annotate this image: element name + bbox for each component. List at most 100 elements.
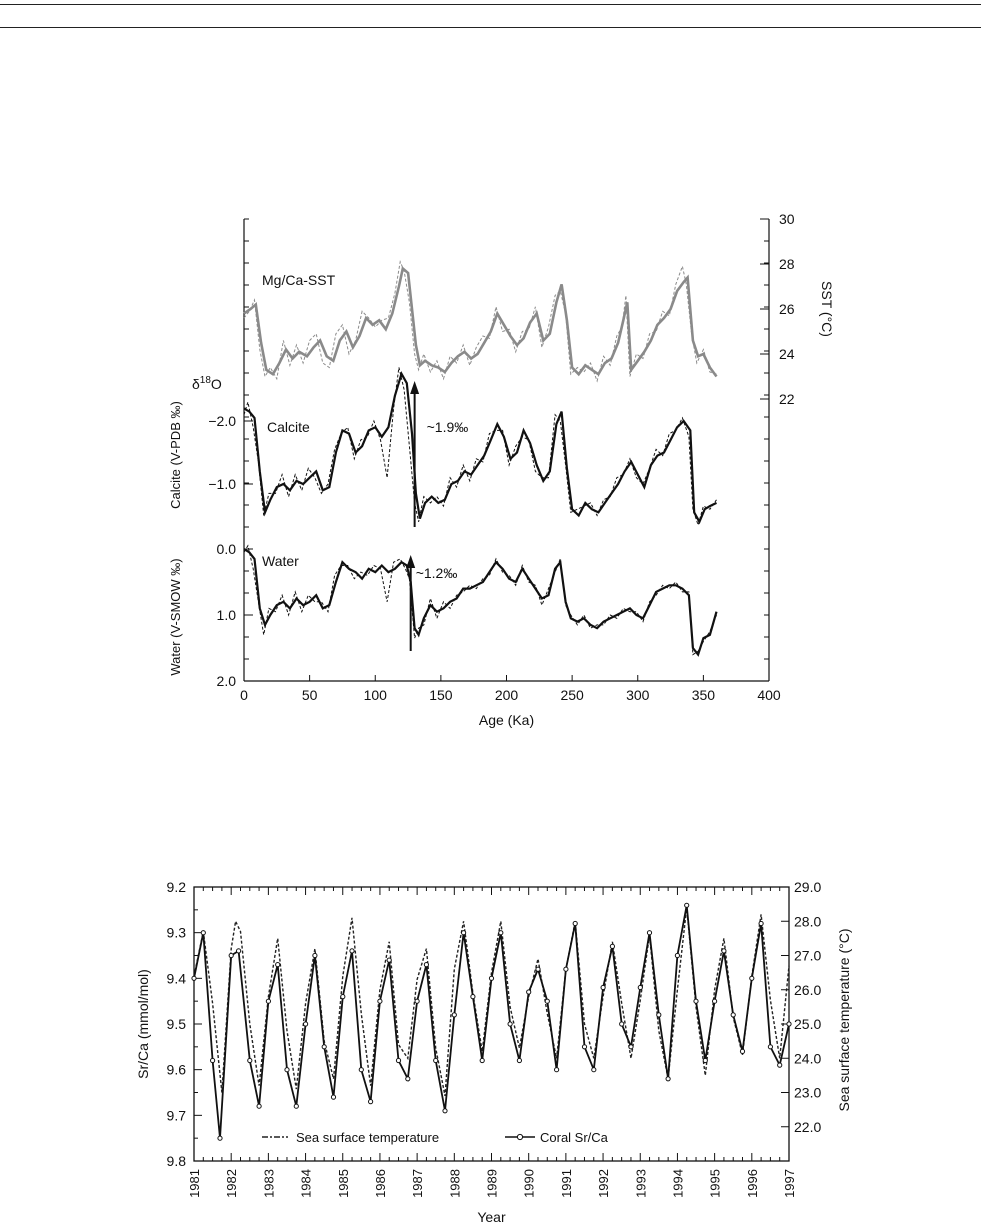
water-tick-label: 2.0 (217, 673, 237, 689)
coral-srca-point (265, 998, 271, 1004)
coral-srca-point (656, 1012, 662, 1018)
coral-srca-point (395, 1057, 402, 1064)
coral-srca-point (609, 943, 616, 950)
coral-srca-point (321, 1044, 327, 1050)
sst-tick-label: 26 (779, 301, 795, 317)
y-tick-label-right: 28.0 (794, 913, 821, 929)
x-tick-label: 300 (626, 687, 650, 703)
coral-srca-point (749, 975, 755, 981)
coral-srca-point (777, 1062, 783, 1068)
coral-srca-point (684, 902, 690, 908)
water-axis-label: Water (V-SMOW ‰) (168, 558, 183, 675)
coral-srca-point (591, 1067, 597, 1073)
coral-srca-point (312, 952, 318, 959)
y-axis-label-right: Sea surface temperature (°C) (836, 928, 852, 1111)
coral-srca-point (674, 952, 681, 959)
x-tick-label: 1994 (670, 1169, 685, 1198)
x-tick-label: 1987 (410, 1169, 425, 1198)
coral-srca-point (572, 920, 578, 927)
coral-srca-point (228, 952, 234, 959)
coral-srca-point (236, 948, 242, 954)
coral-srca-point (758, 920, 764, 927)
coral-srca-point (293, 1103, 299, 1109)
coral-srca-point (284, 1067, 290, 1073)
coral-srca-point (600, 984, 606, 991)
water-annotation: ~1.2‰ (416, 565, 458, 581)
sst-line (193, 907, 790, 1097)
coral-srca-point (368, 1099, 374, 1105)
sst-tick-label: 22 (779, 391, 795, 407)
coral-srca-point (303, 1021, 309, 1027)
coral-srca-point (349, 948, 355, 954)
water-series-label: Water (262, 553, 299, 569)
x-tick-label: 250 (560, 687, 584, 703)
calcite-axis-label: Calcite (V-PDB ‰) (168, 401, 183, 509)
coral-srca-point (646, 930, 653, 936)
coral-srca-point (405, 1076, 411, 1082)
x-tick-label: 0 (240, 687, 248, 703)
coral-srca-point (210, 1057, 216, 1064)
calcite-arrow-head (410, 381, 420, 394)
coral-srca-point (330, 1094, 337, 1100)
coral-srca-point (217, 1135, 223, 1141)
x-tick-label: 1982 (224, 1169, 239, 1198)
x-tick-label: 1986 (373, 1169, 388, 1198)
sst-line (243, 266, 718, 378)
y-tick-label-right: 23.0 (794, 1085, 821, 1101)
water-tick-label: 0.0 (217, 541, 237, 557)
coral-srca-point (581, 1044, 588, 1050)
coral-srca-point (693, 998, 699, 1004)
y-tick-label-right: 27.0 (794, 948, 821, 964)
coral-srca-point (554, 1067, 560, 1073)
coral-srca-point (628, 1044, 634, 1050)
coral-srca-point (786, 1021, 792, 1027)
x-tick-label: 1989 (485, 1169, 500, 1198)
coral-srca-point (712, 998, 718, 1004)
coral-srca-point (247, 1057, 253, 1064)
x-tick-label: 1991 (559, 1169, 574, 1198)
x-tick-label: 1993 (633, 1169, 648, 1198)
coral-srca-point (451, 1012, 457, 1018)
coral-srca-point (200, 930, 206, 936)
calcite-dashed-line (243, 367, 717, 527)
x-tick-label: 1996 (745, 1169, 760, 1198)
coral-srca-line (193, 905, 790, 1139)
coral-srca-point (619, 1021, 625, 1027)
y-tick-label-right: 24.0 (794, 1050, 821, 1066)
coral-srca-point (739, 1048, 746, 1055)
calcite-annotation: ~1.9‰ (427, 419, 469, 435)
x-tick-label: 200 (495, 687, 519, 703)
x-tick-label: 1995 (708, 1169, 723, 1198)
coral-srca-point (256, 1103, 262, 1109)
x-tick-label: 50 (302, 687, 318, 703)
coral-srca-point (461, 930, 467, 936)
y-tick-label-left: 9.4 (167, 970, 187, 986)
coral-srca-point (563, 966, 569, 972)
coral-srca-point (665, 1076, 671, 1082)
coral-srca-point (386, 957, 392, 963)
y-tick-label-right: 25.0 (794, 1016, 821, 1032)
coral-srca-point (498, 930, 504, 936)
y-tick-label-left: 9.6 (167, 1062, 187, 1078)
x-tick-label: 400 (757, 687, 781, 703)
x-tick-label: 350 (692, 687, 716, 703)
legend-srca-marker (516, 1133, 524, 1141)
coral-srca-point (637, 984, 643, 991)
coral-srca-point (702, 1057, 708, 1064)
water-tick-label: 1.0 (217, 607, 237, 623)
coral-srca-point (433, 1057, 439, 1064)
x-tick-label: 1983 (261, 1169, 276, 1198)
legend-sst-label: Sea surface temperature (296, 1130, 439, 1145)
coral-srca-point (340, 994, 346, 1000)
coral-srca-point (507, 1021, 513, 1027)
x-tick-label: 1997 (782, 1169, 797, 1198)
legend-srca-label: Coral Sr/Ca (540, 1130, 609, 1145)
water-line (243, 548, 718, 657)
header-rule-bottom (0, 27, 981, 28)
y-tick-label-right: 26.0 (794, 982, 821, 998)
coral-srca-point (470, 994, 476, 1000)
x-tick-label: 1984 (299, 1169, 314, 1198)
y-tick-label-right: 22.0 (794, 1119, 821, 1135)
coral-srca-point (275, 962, 281, 968)
coral-srca-point (191, 975, 197, 981)
